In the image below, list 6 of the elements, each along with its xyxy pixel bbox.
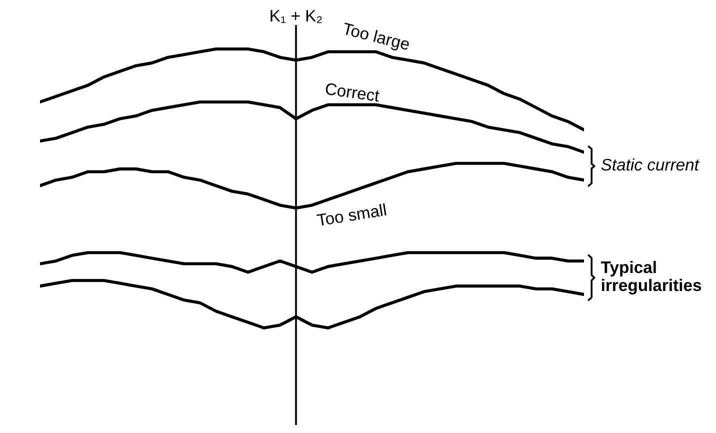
text: Too small bbox=[316, 203, 386, 226]
text: K₁ + K₂ bbox=[270, 10, 322, 23]
text: Static current bbox=[601, 158, 700, 171]
text: Too large bbox=[341, 22, 410, 54]
text: Typical irregularities bbox=[600, 260, 702, 294]
text: Correct bbox=[325, 82, 380, 102]
